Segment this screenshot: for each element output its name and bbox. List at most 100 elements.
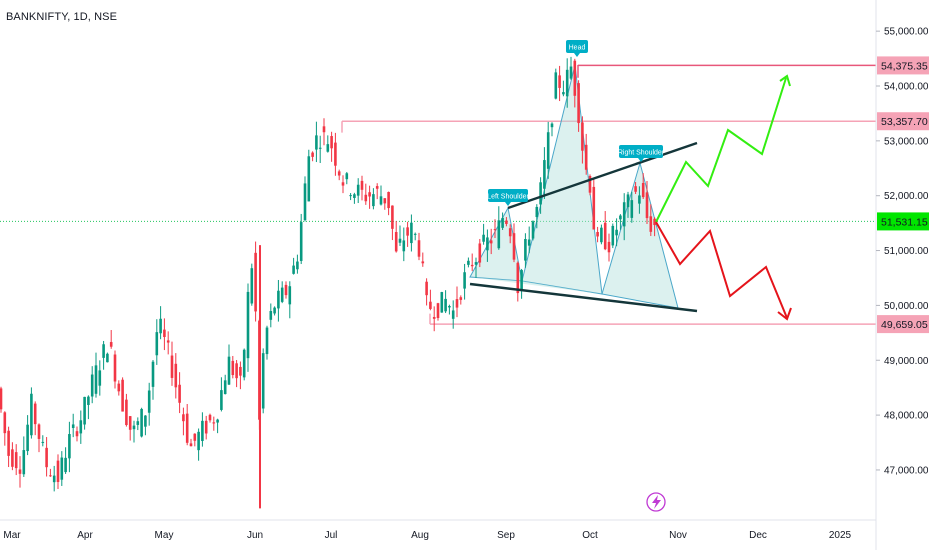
candle (353, 192, 356, 204)
time-tick-label: Mar (3, 530, 21, 541)
candle (546, 121, 550, 179)
candle (512, 223, 516, 263)
time-tick-label: Sep (497, 530, 515, 541)
candle (581, 116, 584, 164)
neckline (469, 282, 698, 313)
candle (638, 186, 641, 214)
price-tag-level: 54,375.35 (877, 56, 929, 75)
candle-body (486, 237, 489, 251)
candle (535, 204, 539, 229)
candle (41, 435, 45, 447)
candle (299, 213, 303, 265)
pattern-labels: Head Left Shoulder Right Shoulder (487, 40, 665, 206)
candle (497, 206, 501, 250)
candle-body (375, 186, 379, 189)
candle (554, 68, 558, 100)
candle (246, 283, 250, 372)
candle-body (71, 424, 75, 428)
candle-body (254, 252, 257, 312)
candle (68, 421, 71, 473)
candle-body (543, 160, 546, 189)
candle-body (307, 156, 311, 202)
candle-body (505, 220, 508, 224)
time-tick-label: May (155, 530, 174, 541)
candle-body (596, 231, 599, 237)
candle (448, 304, 451, 315)
candle-body (565, 69, 569, 97)
candle-body (106, 353, 109, 363)
candle-body (18, 469, 22, 474)
candle-body (128, 416, 132, 430)
candle-body (261, 353, 265, 409)
candle-body (45, 447, 48, 468)
candle (565, 58, 569, 108)
candle-body (368, 192, 371, 197)
candle-body (144, 415, 147, 427)
candle-body (649, 216, 653, 232)
candle (634, 182, 637, 194)
candle-body (516, 262, 520, 294)
candle (121, 377, 124, 412)
trendlines (469, 141, 698, 313)
candle-body (322, 126, 326, 133)
candle (284, 281, 288, 299)
lightning-icon[interactable] (646, 492, 666, 512)
candle-body (467, 260, 470, 265)
candle-body (163, 329, 166, 338)
candle-body (208, 414, 212, 421)
candle (394, 221, 398, 253)
candle-body (220, 390, 223, 410)
candle-body (296, 261, 299, 270)
candle-body (436, 303, 440, 319)
candle-body (204, 420, 208, 434)
candle (622, 193, 626, 241)
candle-body (102, 344, 105, 358)
candle (132, 420, 136, 443)
candle (516, 261, 520, 302)
candle (356, 178, 360, 204)
candle (109, 330, 113, 349)
price-tag-label: 51,531.15 (881, 216, 928, 228)
candle (159, 306, 162, 340)
candle (117, 380, 121, 396)
candle-body (52, 475, 56, 483)
price-tick-label: 53,000.00 (884, 136, 929, 147)
horizontal-levels (0, 64, 876, 325)
candle-body (212, 422, 216, 424)
candle (486, 229, 489, 262)
candle-body (288, 286, 292, 305)
candle-body (444, 298, 447, 312)
candle-body (159, 318, 162, 334)
candle-body (201, 420, 204, 441)
time-tick-label: Nov (669, 530, 687, 541)
candle (421, 252, 425, 267)
candle (204, 415, 208, 440)
candle-body (603, 222, 607, 250)
candle (147, 382, 151, 426)
candle (98, 360, 102, 396)
candle-body (132, 425, 136, 430)
candle (296, 254, 299, 274)
candle-body (41, 441, 45, 443)
price-tag-label: 53,357.70 (881, 116, 928, 128)
candle (550, 122, 554, 137)
candle (645, 181, 649, 225)
candle (14, 444, 18, 476)
candle (113, 350, 117, 389)
right-shoulder-shape (601, 161, 679, 309)
candle-body (7, 430, 10, 456)
candles-layer (0, 56, 656, 509)
candle-body (121, 379, 124, 412)
candle-body (558, 75, 561, 88)
candle-body (413, 233, 417, 235)
candle-body (353, 194, 356, 198)
candle (413, 232, 417, 241)
candle (212, 416, 216, 431)
candle-body (60, 457, 64, 480)
pattern-label-pointer (574, 53, 580, 57)
candle-body (0, 388, 3, 410)
candle (239, 361, 242, 390)
candle-body (592, 186, 596, 230)
candle-body (33, 403, 37, 425)
